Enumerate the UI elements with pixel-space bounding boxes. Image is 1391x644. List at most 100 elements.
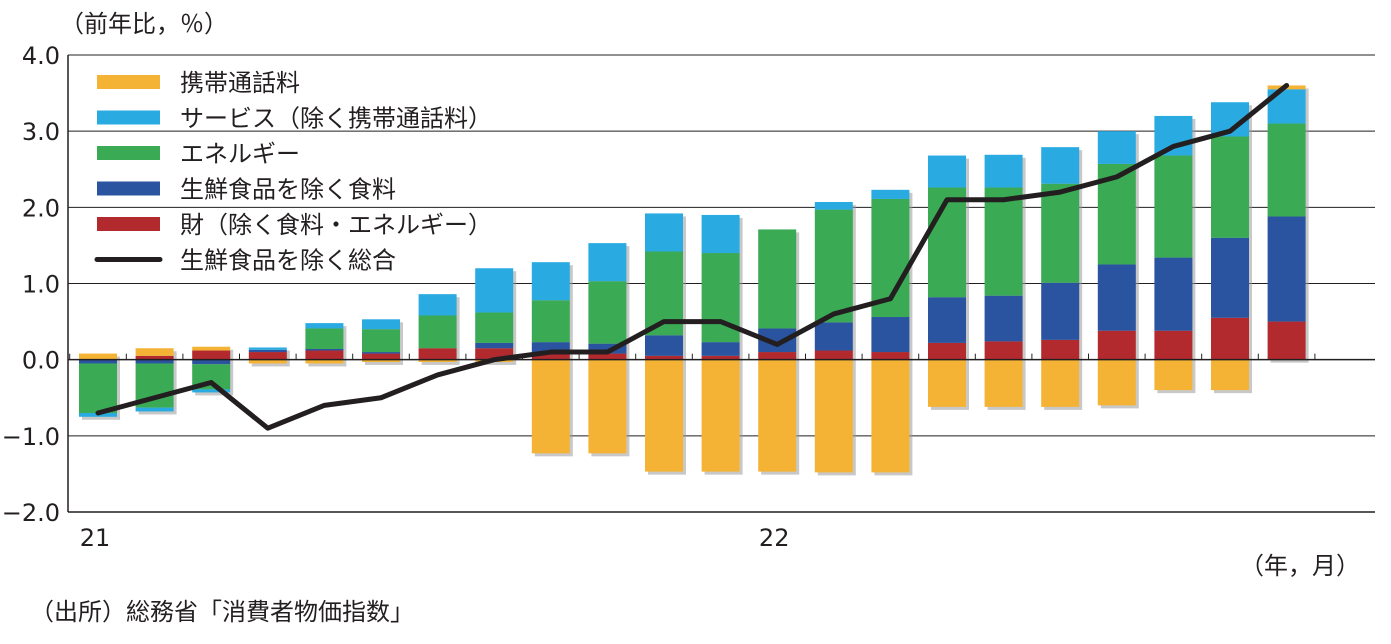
y-tick-label: 1.0	[22, 271, 60, 299]
bar-segment	[984, 154, 1023, 188]
bar-segment	[192, 346, 231, 351]
bar-segment	[475, 312, 514, 343]
bar-segment	[701, 359, 740, 472]
bar-segment	[984, 341, 1023, 360]
bar-segment	[1211, 317, 1249, 360]
legend-swatch	[97, 146, 160, 160]
y-axis-unit-label: （前年比，％）	[60, 10, 228, 38]
bar-segment	[871, 352, 910, 360]
bar-segment	[814, 359, 853, 473]
bar-segment	[305, 359, 344, 364]
y-tick-labels: 4.0 3.0 2.0 1.0 0.0 −1.0 −2.0	[2, 42, 60, 527]
bar-segment	[1041, 339, 1080, 360]
bar-segment	[1154, 359, 1193, 391]
legend-swatch	[97, 181, 160, 196]
bar-segment	[645, 213, 683, 252]
bar-segment	[1211, 237, 1249, 318]
bar-segment	[135, 355, 174, 360]
legend-swatch	[97, 110, 160, 125]
bar-segment	[588, 343, 627, 354]
bar-segment	[984, 295, 1023, 342]
bar-segment	[1154, 115, 1193, 156]
bar-segment	[135, 348, 174, 356]
bar-segment	[1097, 359, 1136, 406]
bar-segment	[1211, 359, 1249, 391]
legend-swatch	[97, 75, 160, 89]
legend-label: 財（除く食料・エネルギー）	[180, 211, 492, 239]
bars	[79, 82, 1309, 476]
x-tick-labels: 21 22	[80, 524, 790, 552]
bar-segment	[871, 359, 910, 473]
bar-segment	[871, 317, 910, 353]
bar-segment	[475, 342, 514, 349]
core-cpi-line	[95, 82, 1290, 431]
bar-segment	[79, 363, 117, 413]
bar-segment	[928, 187, 966, 298]
bar-segment	[928, 359, 966, 407]
bar-segment	[305, 328, 344, 350]
bar-segment	[1267, 321, 1306, 360]
bar-segment	[192, 359, 231, 365]
bar-segment	[475, 268, 514, 313]
bar-segment	[645, 355, 683, 360]
axes	[67, 55, 1375, 513]
bar-segment	[362, 359, 400, 362]
bar-segment	[192, 350, 231, 360]
bar-segment	[645, 359, 683, 472]
bar-segment	[135, 359, 174, 364]
bar-segment	[362, 352, 400, 354]
bar-segment	[192, 389, 231, 393]
bar-segment	[1097, 330, 1136, 360]
bar-segment	[248, 352, 287, 360]
bar-segment	[1211, 136, 1249, 238]
bar-segment	[871, 189, 910, 199]
legend-label: エネルギー	[180, 140, 300, 168]
bar-segment	[248, 349, 287, 353]
bar-segment	[1097, 131, 1136, 164]
bar-segment	[531, 300, 570, 343]
bar-segment	[418, 348, 457, 360]
bar-segment	[645, 335, 683, 356]
bar-segment	[588, 243, 627, 282]
bar-segment	[362, 353, 400, 360]
bar-segment	[418, 359, 457, 362]
bar-segment	[531, 359, 570, 454]
bar-segment	[135, 407, 174, 412]
bar-segment	[928, 297, 966, 343]
bar-segment	[305, 349, 344, 351]
bar-segment	[984, 359, 1023, 407]
bar-segment	[248, 347, 287, 350]
bar-segment	[418, 315, 457, 349]
y-tick-label: 2.0	[22, 194, 60, 222]
bar-segment	[362, 319, 400, 330]
bar-segment	[1041, 147, 1080, 184]
bar-segment	[1041, 282, 1080, 340]
bar-segment	[814, 350, 853, 360]
bar-segment	[758, 359, 797, 472]
bar-segment	[814, 209, 853, 323]
source-note: （出所）総務省「消費者物価指数」	[30, 598, 414, 626]
bar-segment	[701, 355, 740, 360]
bar-segment	[588, 281, 627, 344]
bar-segment	[928, 342, 966, 360]
bar-segment	[362, 329, 400, 353]
bar-segment	[305, 350, 344, 360]
bar-segment	[701, 342, 740, 356]
bar-segment	[1154, 257, 1193, 331]
bar-segment	[814, 202, 853, 210]
bar-segment	[531, 262, 570, 301]
bar-segment	[531, 342, 570, 353]
bar-segment	[1154, 330, 1193, 360]
bar-segment	[758, 328, 797, 353]
bar-segment	[1041, 359, 1080, 407]
y-tick-label: 3.0	[22, 118, 60, 146]
bar-segment	[758, 352, 797, 360]
bar-segment	[758, 229, 797, 329]
bar-segment	[418, 294, 457, 316]
bar-segment	[814, 322, 853, 351]
y-tick-label: −1.0	[2, 423, 60, 451]
bar-segment	[79, 359, 117, 364]
bar-segment	[1041, 183, 1080, 283]
